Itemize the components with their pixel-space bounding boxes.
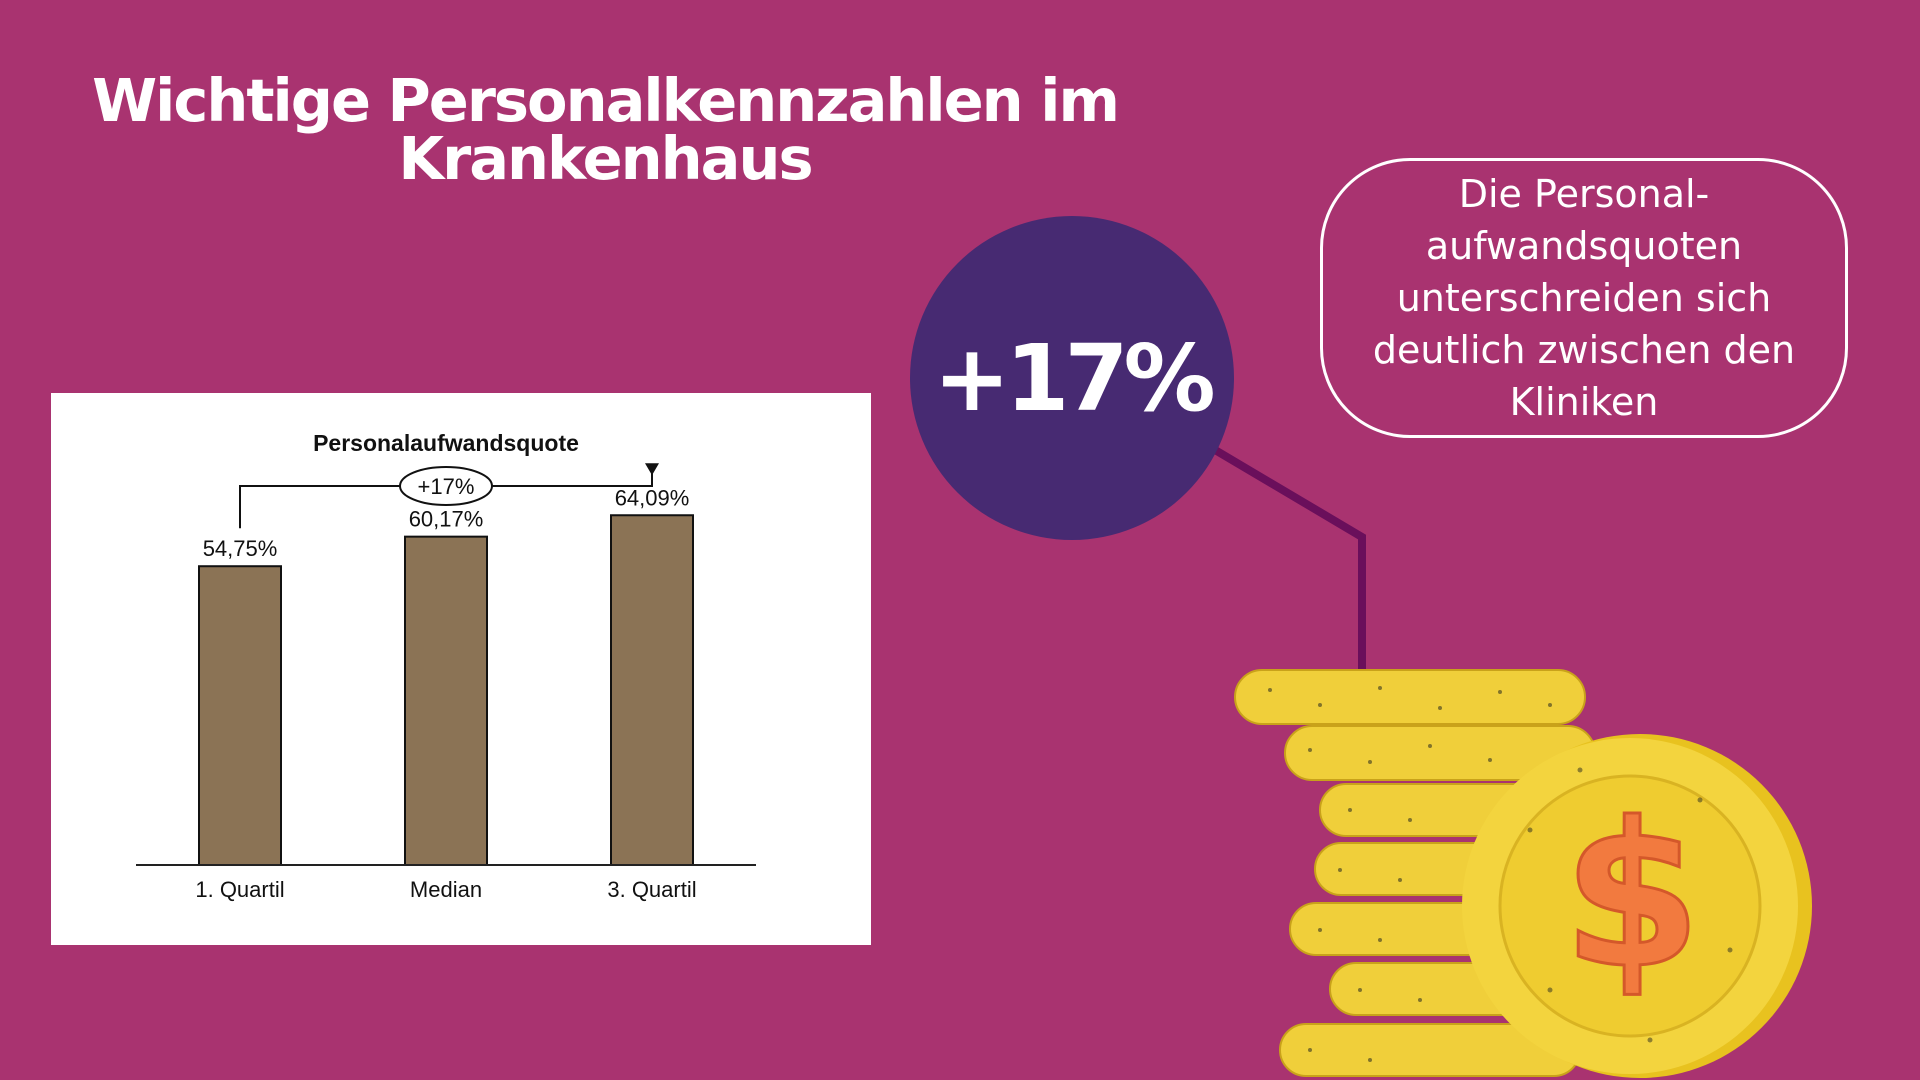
annotation-label: +17%	[418, 474, 475, 499]
bar-2	[610, 514, 694, 867]
category-label-1: Median	[410, 877, 482, 902]
connector-path	[1175, 424, 1366, 672]
page-title-line-2: Krankenhaus	[398, 124, 813, 193]
annotation-group: +17%	[239, 463, 659, 529]
chart-title: Personalaufwandsquote	[313, 430, 579, 456]
annotation-badge	[399, 466, 493, 506]
data-label-1: 60,17%	[409, 507, 484, 532]
bars-group: 54,75% 1. Quartil 60,17% Median 64,09% 3. Qua…	[195, 485, 696, 902]
highlight-circle: +17%	[910, 216, 1234, 540]
page-title-line-1: Wichtige Personalkennzahlen im	[92, 66, 1120, 135]
bar-chart: Personalaufwandsquote 54,75% 1. Quartil 60…	[136, 430, 756, 902]
data-label-2: 64,09%	[615, 485, 690, 510]
category-label-2: 3. Quartil	[607, 877, 696, 902]
category-label-0: 1. Quartil	[195, 877, 284, 902]
page-title: Wichtige Personalkennzahlen im Krankenha…	[40, 66, 1170, 193]
svg-text:$: $	[1562, 780, 1701, 1013]
callout-box: Die Personal-aufwandsquoten unterschreid…	[1320, 158, 1848, 438]
highlight-value: +17%	[933, 324, 1215, 432]
bar-1	[404, 535, 488, 866]
annotation-arrowhead	[645, 463, 659, 476]
dollar-coin-stack-icon: $	[1234, 669, 1812, 1078]
data-label-0: 54,75%	[203, 536, 278, 561]
callout-text: Die Personal-aufwandsquoten unterschreid…	[1372, 172, 1796, 424]
bar-0	[198, 565, 282, 866]
chart-panel: Personalaufwandsquote 54,75% 1. Quartil 60…	[51, 393, 871, 945]
